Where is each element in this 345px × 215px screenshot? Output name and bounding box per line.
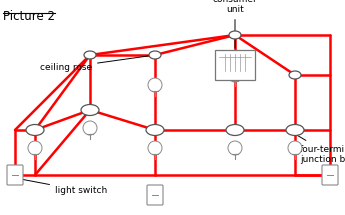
Circle shape	[148, 78, 162, 92]
Ellipse shape	[226, 124, 244, 135]
FancyBboxPatch shape	[7, 165, 23, 185]
Ellipse shape	[26, 124, 44, 135]
Circle shape	[83, 121, 97, 135]
Text: Picture 2: Picture 2	[3, 10, 55, 23]
Ellipse shape	[286, 124, 304, 135]
Circle shape	[148, 141, 162, 155]
Ellipse shape	[146, 124, 164, 135]
Ellipse shape	[289, 71, 301, 79]
FancyBboxPatch shape	[147, 185, 163, 205]
Ellipse shape	[81, 104, 99, 115]
Ellipse shape	[84, 51, 96, 59]
Ellipse shape	[149, 51, 161, 59]
Ellipse shape	[229, 31, 241, 39]
Text: four-terminal
junction box: four-terminal junction box	[297, 135, 345, 164]
FancyBboxPatch shape	[215, 50, 255, 80]
Text: ceiling rose: ceiling rose	[40, 55, 152, 72]
FancyBboxPatch shape	[322, 165, 338, 185]
Circle shape	[28, 141, 42, 155]
Text: light switch: light switch	[18, 178, 107, 195]
Circle shape	[228, 68, 242, 82]
Circle shape	[288, 141, 302, 155]
Circle shape	[228, 141, 242, 155]
Text: consumer
unit: consumer unit	[213, 0, 257, 48]
